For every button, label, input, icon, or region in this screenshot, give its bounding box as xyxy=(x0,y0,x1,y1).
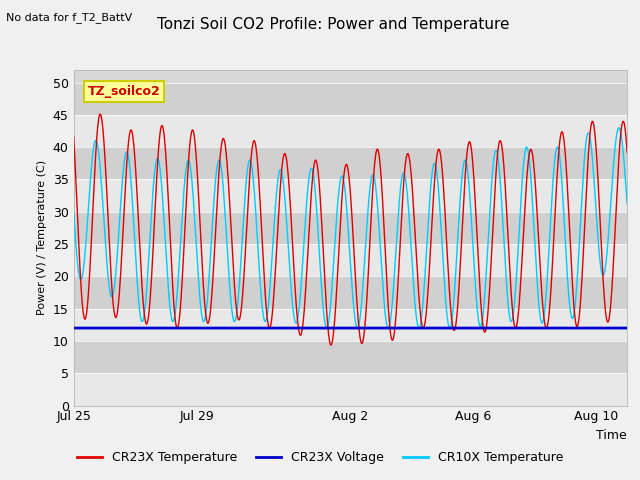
Legend: CR23X Temperature, CR23X Voltage, CR10X Temperature: CR23X Temperature, CR23X Voltage, CR10X … xyxy=(72,446,568,469)
X-axis label: Time: Time xyxy=(596,429,627,442)
Bar xyxy=(74,180,627,212)
Bar xyxy=(74,212,627,244)
Text: TZ_soilco2: TZ_soilco2 xyxy=(88,85,160,98)
Y-axis label: Power (V) / Temperature (C): Power (V) / Temperature (C) xyxy=(37,160,47,315)
Text: Tonzi Soil CO2 Profile: Power and Temperature: Tonzi Soil CO2 Profile: Power and Temper… xyxy=(157,17,509,32)
Bar xyxy=(74,309,627,341)
Bar xyxy=(74,373,627,406)
Bar xyxy=(74,115,627,147)
Text: No data for f_T2_BattV: No data for f_T2_BattV xyxy=(6,12,132,23)
Bar xyxy=(74,244,627,276)
Bar xyxy=(74,276,627,309)
Bar xyxy=(74,147,627,180)
Bar xyxy=(74,83,627,115)
Bar xyxy=(74,341,627,373)
